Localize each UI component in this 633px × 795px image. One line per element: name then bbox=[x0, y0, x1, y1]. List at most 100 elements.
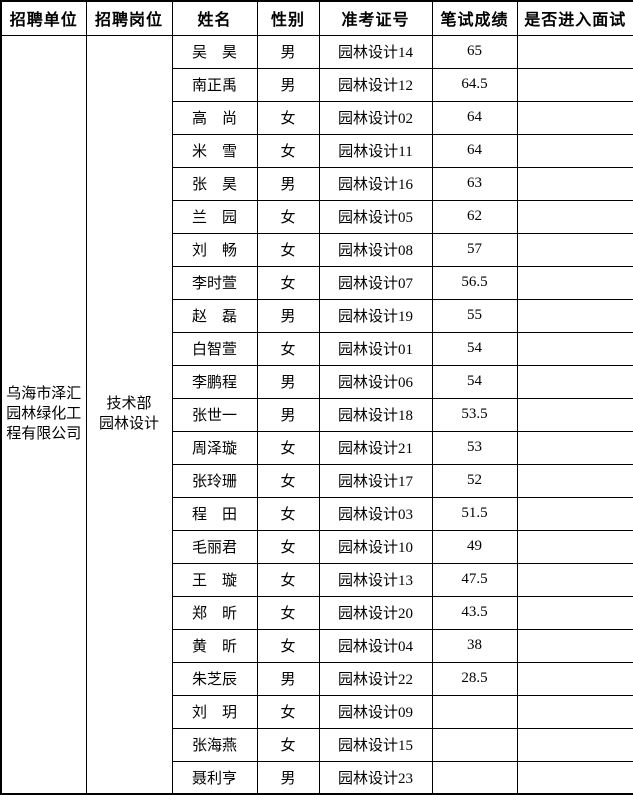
ticket-number-cell: 园林设计17 bbox=[318, 463, 433, 498]
interview-status-cell bbox=[516, 364, 633, 399]
interview-status-cell bbox=[516, 661, 633, 696]
name-cell: 白智萱 bbox=[171, 331, 258, 366]
ticket-number-cell: 园林设计06 bbox=[318, 364, 433, 399]
table-row: 周泽璇女园林设计21 53 bbox=[1, 430, 633, 465]
ticket-number-cell: 园林设计21 bbox=[318, 430, 433, 465]
col-header-score: 笔试成绩 bbox=[431, 0, 518, 36]
gender-cell: 女 bbox=[256, 595, 320, 630]
written-score-cell: 49 bbox=[431, 529, 518, 564]
gender-cell: 男 bbox=[256, 298, 320, 333]
ticket-number-cell: 园林设计07 bbox=[318, 265, 433, 300]
gender-cell: 女 bbox=[256, 232, 320, 267]
gender-cell: 女 bbox=[256, 430, 320, 465]
interview-status-cell bbox=[516, 331, 633, 366]
interview-status-cell bbox=[516, 67, 633, 102]
gender-cell: 女 bbox=[256, 265, 320, 300]
gender-cell: 女 bbox=[256, 496, 320, 531]
interview-status-cell bbox=[516, 100, 633, 135]
table-row: 米 雪女园林设计11 64 bbox=[1, 133, 633, 168]
written-score-cell: 57 bbox=[431, 232, 518, 267]
table-row: 兰 园女园林设计05 62 bbox=[1, 199, 633, 234]
name-cell: 毛丽君 bbox=[171, 529, 258, 564]
name-cell: 吴 昊 bbox=[171, 34, 258, 69]
recruiting-position-cell: 技术部 园林设计 bbox=[85, 34, 173, 795]
written-score-cell: 65 bbox=[431, 34, 518, 69]
ticket-number-cell: 园林设计13 bbox=[318, 562, 433, 597]
col-header-unit: 招聘单位 bbox=[0, 0, 87, 36]
ticket-number-cell: 园林设计15 bbox=[318, 727, 433, 762]
table-row: 李时萱女园林设计07 56.5 bbox=[1, 265, 633, 300]
name-cell: 张海燕 bbox=[171, 727, 258, 762]
name-cell: 兰 园 bbox=[171, 199, 258, 234]
ticket-number-cell: 园林设计22 bbox=[318, 661, 433, 696]
recruiting-unit-cell: 乌海市泽汇 园林绿化工 程有限公司 bbox=[0, 34, 87, 795]
interview-status-cell bbox=[516, 694, 633, 729]
name-cell: 刘 畅 bbox=[171, 232, 258, 267]
interview-status-cell bbox=[516, 496, 633, 531]
written-score-cell: 62 bbox=[431, 199, 518, 234]
interview-status-cell bbox=[516, 727, 633, 762]
gender-cell: 女 bbox=[256, 529, 320, 564]
gender-cell: 男 bbox=[256, 34, 320, 69]
name-cell: 程 田 bbox=[171, 496, 258, 531]
table-row: 刘 玥女园林设计09 bbox=[1, 694, 633, 729]
written-score-cell: 47.5 bbox=[431, 562, 518, 597]
ticket-number-cell: 园林设计03 bbox=[318, 496, 433, 531]
name-cell: 张玲珊 bbox=[171, 463, 258, 498]
ticket-number-cell: 园林设计16 bbox=[318, 166, 433, 201]
ticket-number-cell: 园林设计10 bbox=[318, 529, 433, 564]
written-score-cell: 54 bbox=[431, 364, 518, 399]
name-cell: 李时萱 bbox=[171, 265, 258, 300]
written-score-cell: 63 bbox=[431, 166, 518, 201]
interview-status-cell bbox=[516, 265, 633, 300]
col-header-name: 姓名 bbox=[171, 0, 258, 36]
gender-cell: 男 bbox=[256, 364, 320, 399]
table-row: 王 璇女园林设计13 47.5 bbox=[1, 562, 633, 597]
interview-status-cell bbox=[516, 463, 633, 498]
name-cell: 赵 磊 bbox=[171, 298, 258, 333]
ticket-number-cell: 园林设计08 bbox=[318, 232, 433, 267]
table-row: 朱芝辰男园林设计22 28.5 bbox=[1, 661, 633, 696]
table-row: 李鹏程男园林设计06 54 bbox=[1, 364, 633, 399]
name-cell: 高 尚 bbox=[171, 100, 258, 135]
interview-status-cell bbox=[516, 529, 633, 564]
interview-status-cell bbox=[516, 595, 633, 630]
written-score-cell bbox=[431, 760, 518, 795]
col-header-ticket: 准考证号 bbox=[318, 0, 433, 36]
col-header-position: 招聘岗位 bbox=[85, 0, 173, 36]
ticket-number-cell: 园林设计11 bbox=[318, 133, 433, 168]
table-row: 张玲珊女园林设计17 52 bbox=[1, 463, 633, 498]
written-score-cell: 64.5 bbox=[431, 67, 518, 102]
gender-cell: 女 bbox=[256, 694, 320, 729]
interview-status-cell bbox=[516, 232, 633, 267]
name-cell: 黄 昕 bbox=[171, 628, 258, 663]
ticket-number-cell: 园林设计18 bbox=[318, 397, 433, 432]
ticket-number-cell: 园林设计12 bbox=[318, 67, 433, 102]
gender-cell: 女 bbox=[256, 562, 320, 597]
name-cell: 刘 玥 bbox=[171, 694, 258, 729]
interview-status-cell bbox=[516, 199, 633, 234]
table-row: 程 田女园林设计03 51.5 bbox=[1, 496, 633, 531]
ticket-number-cell: 园林设计05 bbox=[318, 199, 433, 234]
written-score-cell: 28.5 bbox=[431, 661, 518, 696]
ticket-number-cell: 园林设计09 bbox=[318, 694, 433, 729]
name-cell: 周泽璇 bbox=[171, 430, 258, 465]
col-header-interview: 是否进入面试 bbox=[516, 0, 633, 36]
interview-status-cell bbox=[516, 34, 633, 69]
name-cell: 郑 昕 bbox=[171, 595, 258, 630]
name-cell: 南正禹 bbox=[171, 67, 258, 102]
table-row: 张 昊男园林设计16 63 bbox=[1, 166, 633, 201]
written-score-cell: 53 bbox=[431, 430, 518, 465]
written-score-cell: 53.5 bbox=[431, 397, 518, 432]
gender-cell: 男 bbox=[256, 166, 320, 201]
ticket-number-cell: 园林设计01 bbox=[318, 331, 433, 366]
gender-cell: 女 bbox=[256, 331, 320, 366]
table-row: 郑 昕女园林设计20 43.5 bbox=[1, 595, 633, 630]
interview-status-cell bbox=[516, 562, 633, 597]
table-row: 白智萱女园林设计01 54 bbox=[1, 331, 633, 366]
name-cell: 张世一 bbox=[171, 397, 258, 432]
gender-cell: 男 bbox=[256, 397, 320, 432]
col-header-gender: 性别 bbox=[256, 0, 320, 36]
gender-cell: 女 bbox=[256, 463, 320, 498]
